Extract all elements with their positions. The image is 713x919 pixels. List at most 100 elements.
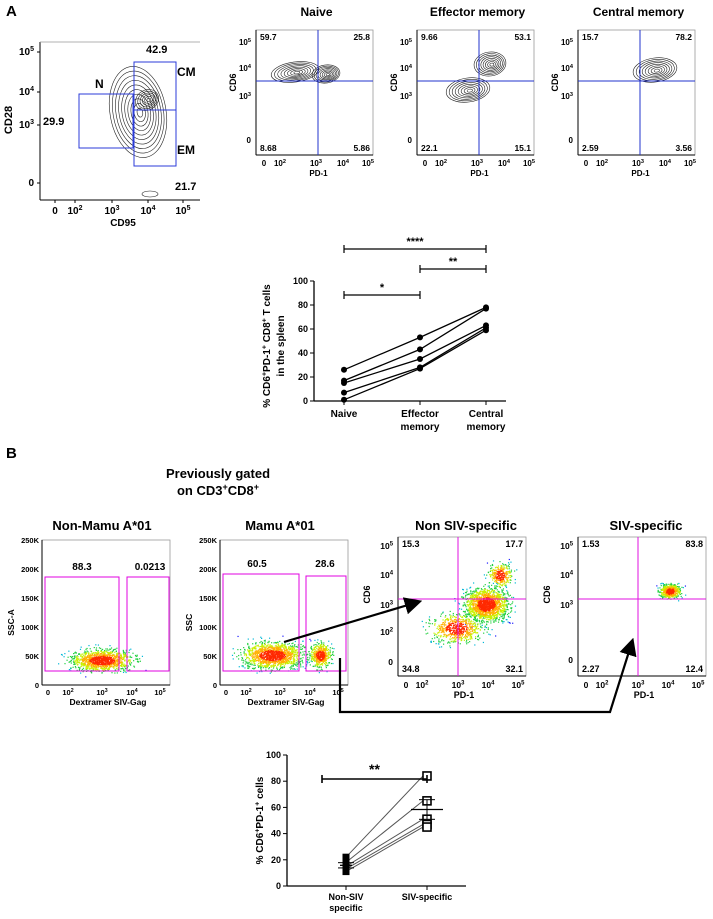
event-dot [489,592,491,595]
event-dot [260,669,262,671]
event-dot [470,590,472,592]
event-dot [92,659,94,661]
event-dot [327,648,330,651]
event-dot [262,665,264,667]
event-dot [268,658,270,661]
event-dot [275,656,277,659]
event-dot [327,652,329,654]
event-dot [281,660,283,663]
event-dot [285,650,287,652]
event-dot [92,660,95,662]
event-dot [469,606,471,609]
event-dot [444,633,446,635]
event-dot [124,664,126,666]
event-dot [266,665,268,667]
event-dot [271,656,273,658]
event-dot [290,658,292,660]
event-dot [120,657,122,660]
event-dot [483,611,485,614]
event-dot [272,655,275,657]
event-dot [276,668,279,670]
event-dot [279,657,281,660]
event-dot [86,656,88,658]
event-dot [269,644,271,646]
event-dot [493,603,495,605]
event-dot [88,653,90,656]
event-dot [127,665,129,667]
event-dot [99,659,101,661]
flow-ssc-tick: 100K [199,623,218,632]
event-dot [101,660,103,662]
event-dot [443,630,445,632]
event-dot [316,652,318,655]
event-dot [501,591,503,593]
flow-ssc-label: SSC-A [6,609,16,635]
event-dot [282,667,284,669]
event-dot [322,648,325,650]
event-dot [475,605,477,607]
event-dot [99,653,102,655]
event-dot [487,603,489,606]
event-dot [478,595,480,597]
event-dot [286,654,288,656]
event-dot [125,649,127,651]
event-dot [469,596,472,598]
event-dot [466,588,468,590]
event-dot [270,656,272,658]
event-dot [274,662,276,664]
event-dot [277,643,280,645]
chart1-y-label: % CD6+PD-1+ CD8+ T cells [262,284,274,408]
event-dot [494,588,496,590]
event-dot [273,660,275,662]
event-dot [85,668,87,671]
event-dot [99,666,101,668]
event-dot [135,655,137,658]
event-dot [470,604,472,606]
event-dot [89,662,92,664]
event-dot [323,656,325,658]
event-dot [468,620,470,622]
event-dot [133,666,136,668]
event-dot [244,653,246,655]
event-dot [434,633,437,635]
contour-ring [139,92,156,108]
event-dot [472,615,474,617]
chart1-data-point [417,346,423,353]
gate-effector-memory [133,109,177,167]
event-dot [510,610,513,612]
flow-value-non-mamu-right: 0.0213 [135,562,166,573]
event-dot [83,660,86,662]
flow-x-tick: 105 [154,688,165,697]
event-dot [291,648,293,650]
event-dot [472,608,475,610]
event-dot [317,659,320,661]
event-dot [103,664,105,666]
event-dot [115,667,118,670]
event-dot [443,632,445,634]
event-dot [241,657,244,659]
event-dot [248,659,250,661]
event-dot [471,600,473,602]
event-dot [120,661,122,663]
event-dot [497,593,499,595]
event-dot [472,592,474,594]
event-dot [106,665,109,668]
event-dot [447,635,449,637]
contour-ring [635,59,675,82]
event-dot [256,653,258,656]
event-dot [469,586,472,588]
event-dot [483,599,485,602]
event-dot [96,662,98,664]
event-dot [438,631,440,633]
event-dot [494,604,497,606]
contour-ring [135,89,159,111]
event-dot [85,664,87,666]
event-dot [114,656,116,658]
event-dot [471,595,473,597]
event-dot [486,607,488,609]
event-dot [475,606,477,608]
event-dot [103,660,105,662]
event-dot [73,663,75,666]
event-dot [107,657,109,659]
event-dot [72,666,74,668]
